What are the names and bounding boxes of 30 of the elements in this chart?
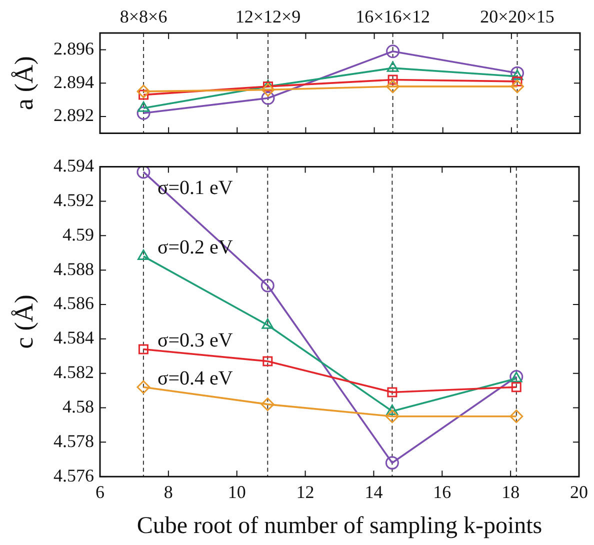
ref-line-label: 16×16×12 [356,6,430,27]
x-tick-label: 14 [364,482,383,502]
series-label: σ=0.3 eV [157,329,234,352]
series-label: σ=0.4 eV [157,367,234,390]
y-tick-label: 2.892 [54,105,94,126]
x-tick-label: 8 [164,482,173,502]
ref-line-label: 20×20×15 [480,6,554,27]
y-tick-label: 4.58 [62,396,94,416]
y-tick-label: 4.588 [54,258,94,279]
x-tick-label: 10 [228,482,246,502]
x-axis-title: Cube root of number of sampling k-points [136,512,542,539]
ref-line-label: 12×12×9 [235,6,301,27]
y-axis-title: c (Å) [9,294,38,349]
y-tick-label: 4.59 [62,224,94,244]
y-tick-label: 4.584 [54,328,94,348]
x-tick-label: 20 [570,482,588,502]
y-tick-label: 4.586 [54,293,94,314]
y-tick-label: 4.594 [54,156,94,176]
y-tick-label: 2.894 [54,72,94,92]
x-tick-label: 12 [296,482,314,502]
x-tick-label: 18 [502,482,520,502]
y-tick-label: 4.576 [54,465,94,486]
x-tick-label: 16 [433,482,452,502]
y-tick-label: 2.896 [54,38,94,58]
y-tick-label: 4.578 [54,430,94,451]
y-tick-label: 4.592 [54,190,94,210]
ref-line-label: 8×8×6 [120,6,168,27]
y-tick-label: 4.582 [54,362,94,382]
y-axis-title: a (Å) [9,56,38,110]
x-tick-label: 6 [96,482,104,502]
